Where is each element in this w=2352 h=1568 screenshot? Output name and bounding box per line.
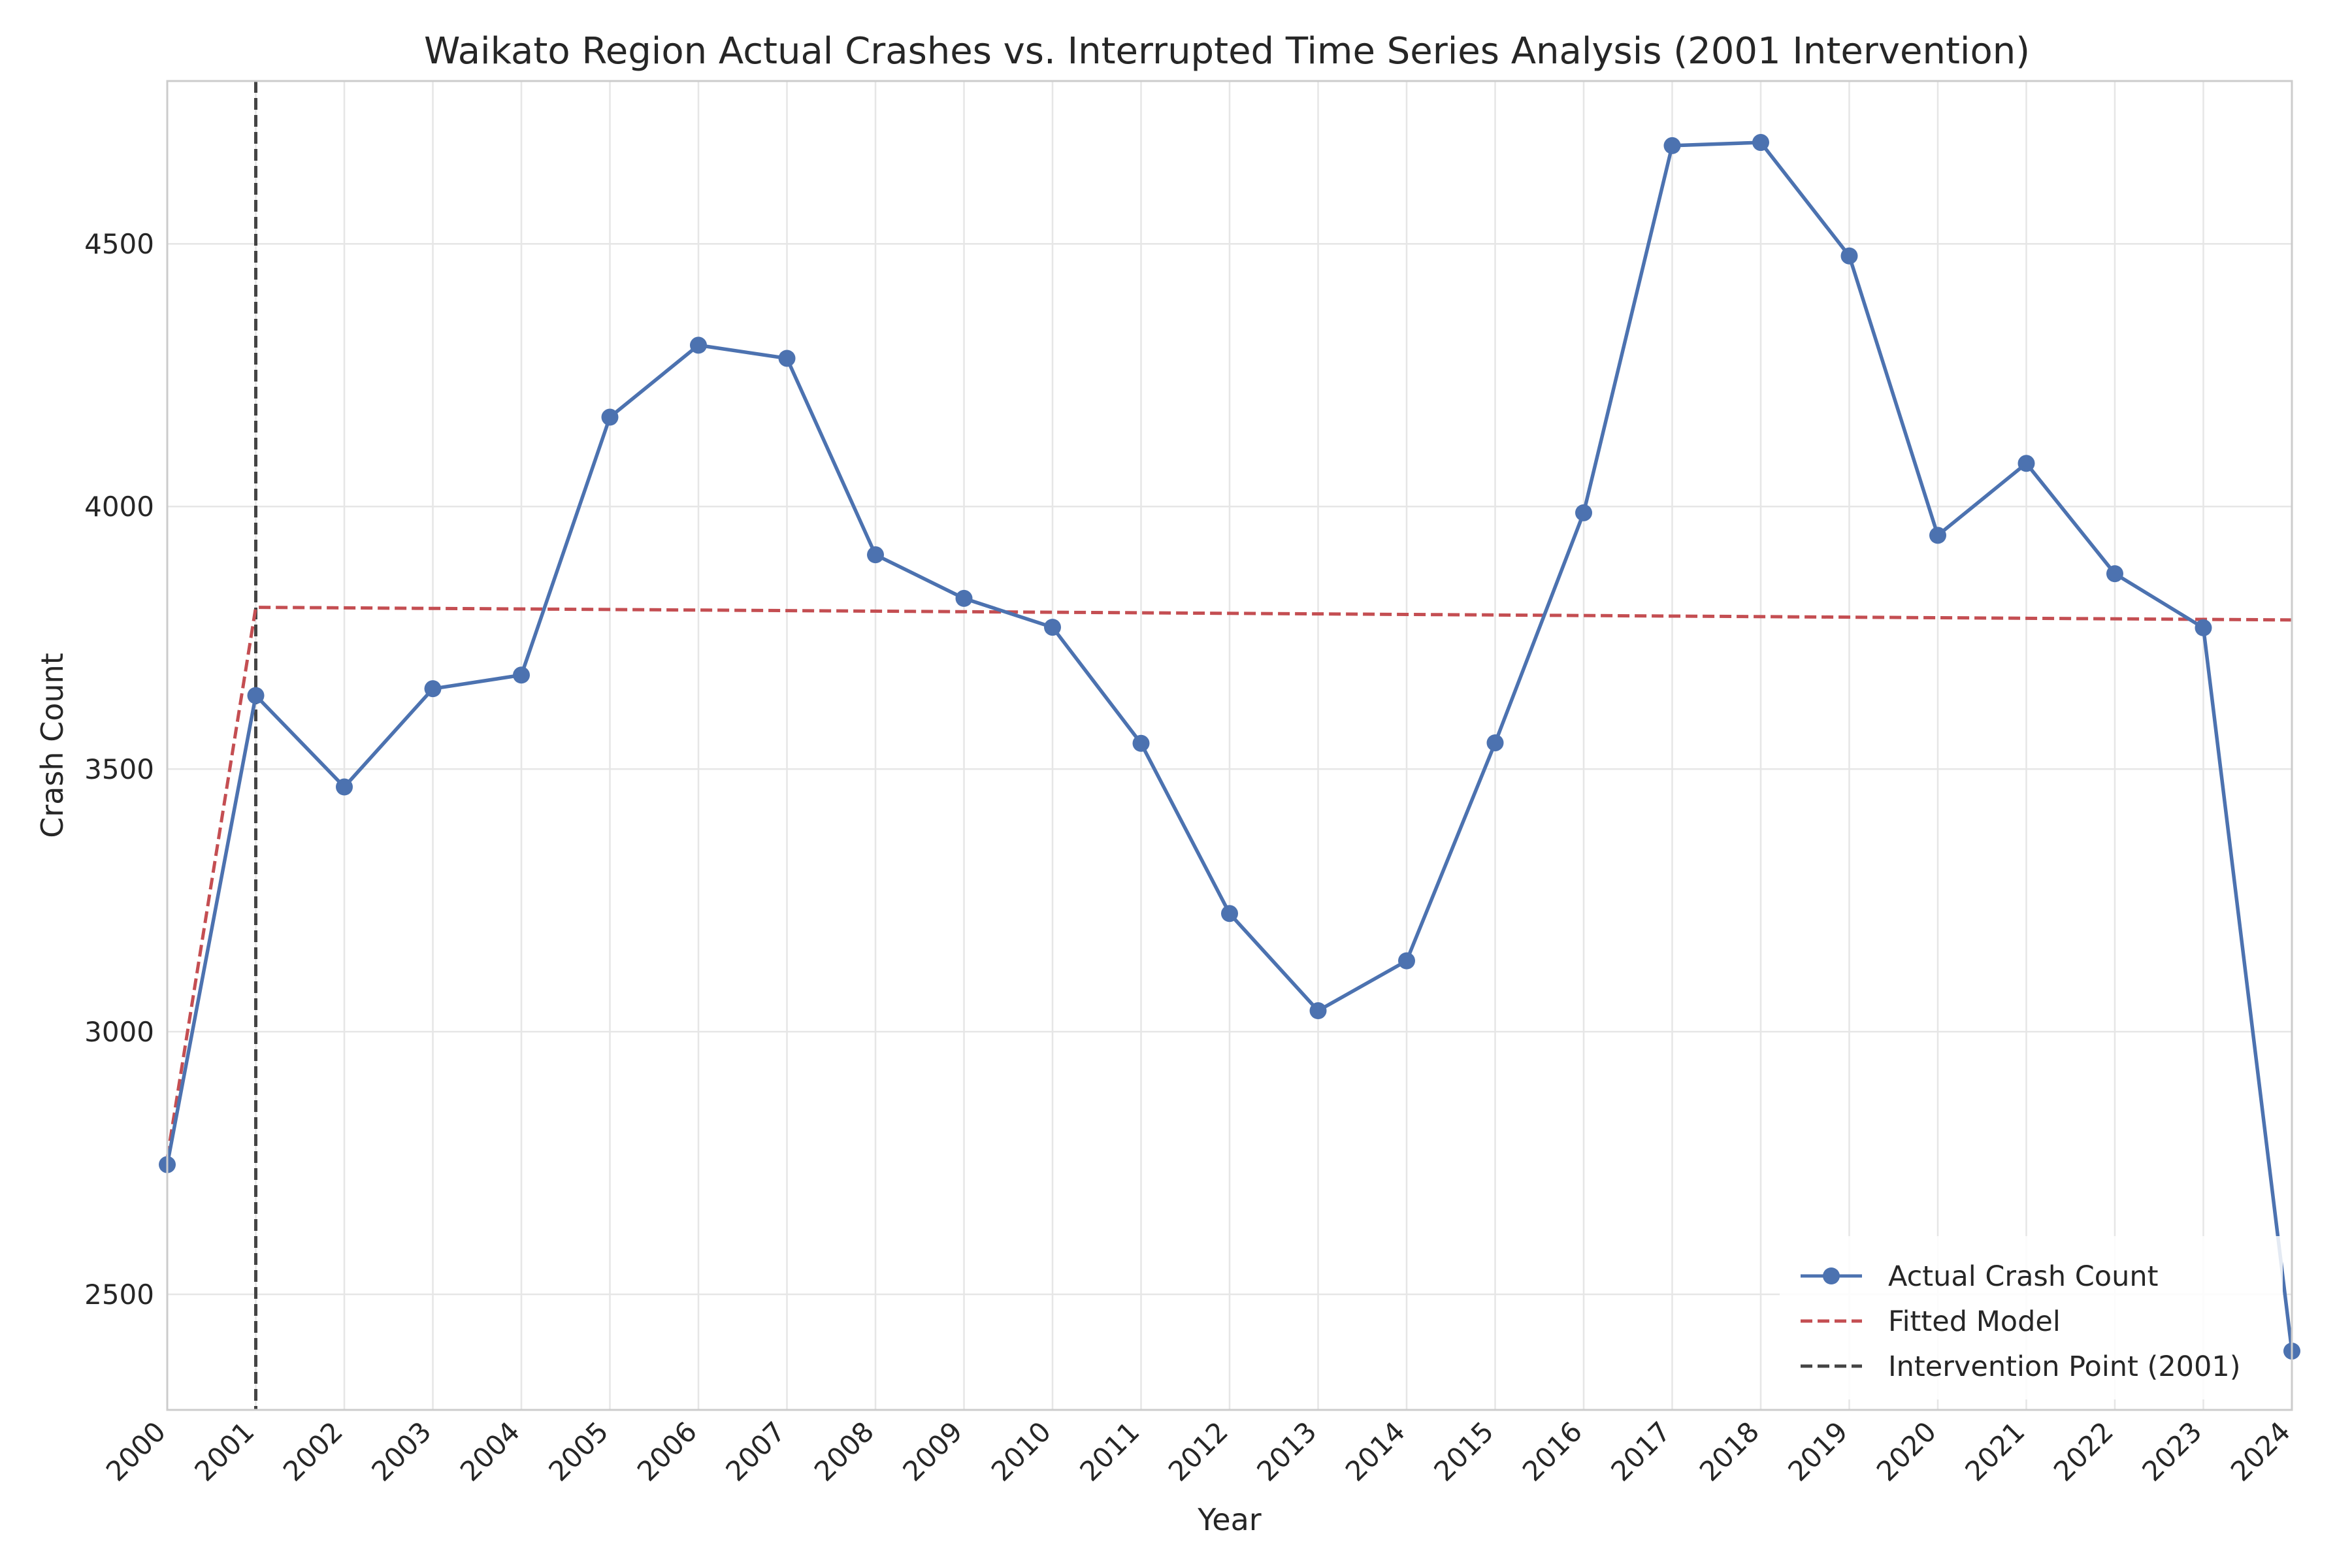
data-point-2010 bbox=[1044, 619, 1061, 636]
data-point-2002 bbox=[336, 778, 353, 796]
data-point-2001 bbox=[247, 687, 265, 704]
data-point-2007 bbox=[778, 350, 796, 367]
data-point-2022 bbox=[2106, 565, 2123, 583]
data-point-2009 bbox=[955, 589, 973, 607]
legend-label-fitted: Fitted Model bbox=[1888, 1305, 2061, 1338]
legend-box bbox=[1780, 1236, 2283, 1399]
data-point-2018 bbox=[1752, 134, 1769, 152]
data-point-2013 bbox=[1309, 1002, 1327, 1019]
data-point-2020 bbox=[1929, 527, 1946, 544]
data-point-2017 bbox=[1663, 137, 1681, 154]
y-tick-label: 2500 bbox=[84, 1279, 154, 1311]
data-point-2008 bbox=[867, 546, 884, 564]
data-point-2014 bbox=[1398, 952, 1415, 970]
legend-marker-actual bbox=[1823, 1267, 1840, 1284]
data-point-2023 bbox=[2195, 619, 2212, 636]
data-point-2021 bbox=[2017, 455, 2035, 472]
legend: Actual Crash Count Fitted Model Interven… bbox=[1780, 1236, 2283, 1399]
data-layer bbox=[159, 81, 2300, 1410]
legend-label-intervention: Intervention Point (2001) bbox=[1888, 1350, 2241, 1383]
x-axis-label: Year bbox=[1197, 1502, 1261, 1537]
data-point-2004 bbox=[513, 666, 530, 684]
chart-title: Waikato Region Actual Crashes vs. Interr… bbox=[424, 30, 2030, 73]
y-tick-label: 4500 bbox=[84, 228, 154, 260]
data-point-2005 bbox=[601, 408, 619, 426]
data-point-2003 bbox=[424, 680, 442, 698]
y-tick-label: 3500 bbox=[84, 753, 154, 785]
y-axis-label: Crash Count bbox=[35, 653, 70, 838]
plot-frame bbox=[166, 80, 2293, 1411]
y-tick-label: 4000 bbox=[84, 491, 154, 523]
y-tick-label: 3000 bbox=[84, 1016, 154, 1048]
legend-label-actual: Actual Crash Count bbox=[1888, 1260, 2158, 1293]
data-point-2015 bbox=[1486, 734, 1504, 751]
data-point-2016 bbox=[1575, 504, 1592, 521]
data-point-2019 bbox=[1840, 247, 1858, 265]
data-point-2012 bbox=[1221, 905, 1238, 923]
data-point-2006 bbox=[690, 336, 707, 354]
data-point-2011 bbox=[1132, 734, 1150, 752]
